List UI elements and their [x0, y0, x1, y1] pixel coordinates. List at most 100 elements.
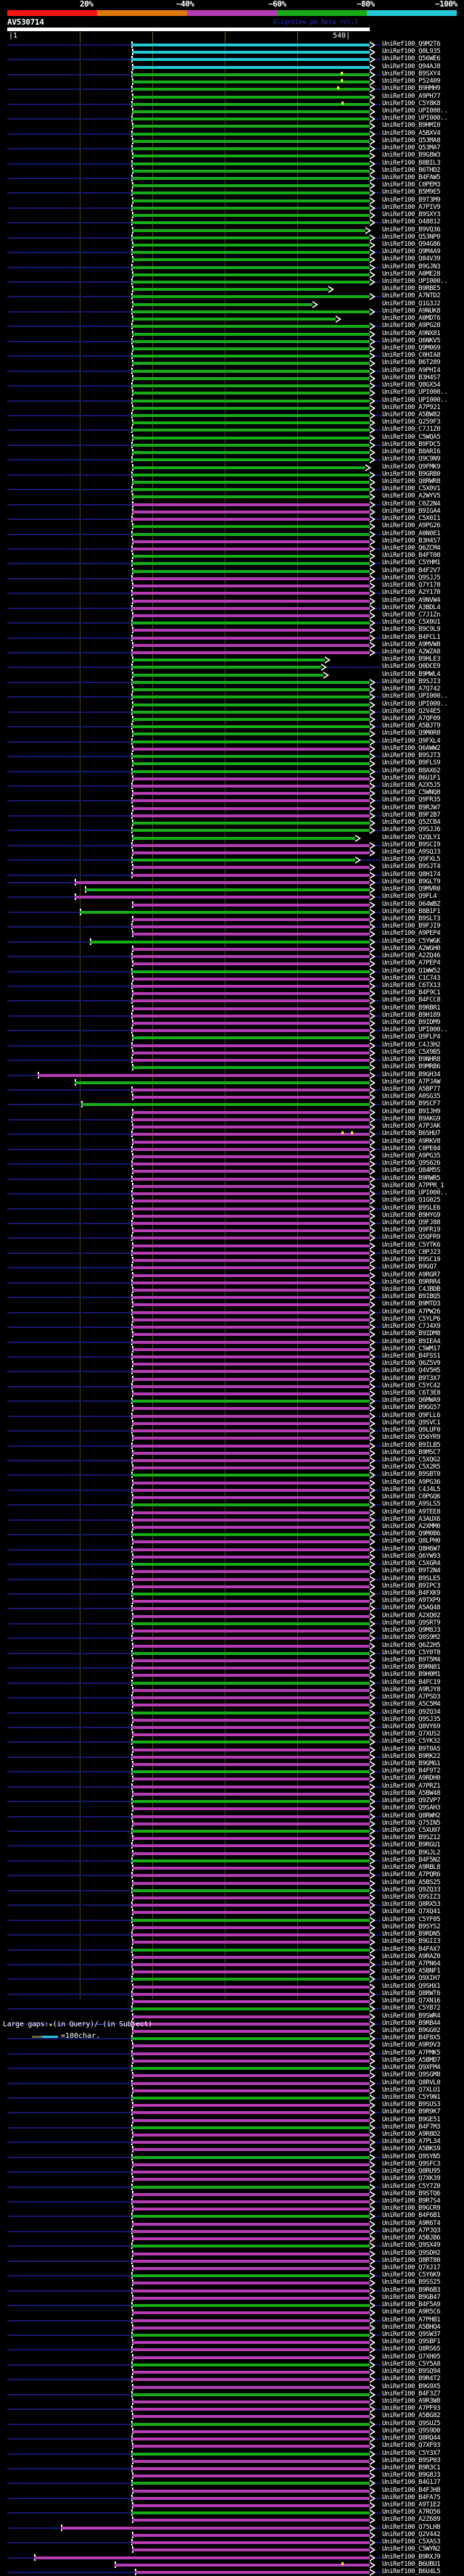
hsp-bar[interactable]: [131, 1918, 370, 1922]
hit-row[interactable]: UniRef100_Q6YW93: [0, 1553, 464, 1561]
hit-label[interactable]: UniRef100_B9MTD3: [382, 1300, 441, 1308]
hit-label[interactable]: UniRef100_C5YTK6: [382, 1241, 441, 1249]
hsp-bar[interactable]: [132, 1347, 370, 1351]
hit-row[interactable]: UniRef100_B9RDN5: [0, 1931, 464, 1939]
hsp-bar[interactable]: [132, 2134, 370, 2137]
hit-row[interactable]: UniRef100_B9RBR1: [0, 1004, 464, 1012]
hit-label[interactable]: UniRef100_B9RN81: [382, 1664, 441, 1672]
hsp-bar[interactable]: [132, 1837, 370, 1841]
hit-row[interactable]: UniRef100_Q4V5H5: [0, 1367, 464, 1376]
hit-label[interactable]: UniRef100_A3AUX6: [382, 1515, 441, 1523]
hit-row[interactable]: UniRef100_B4F5N2: [0, 1857, 464, 1865]
hit-row[interactable]: UniRef100_A5BNF1: [0, 1968, 464, 1976]
hsp-bar[interactable]: [132, 1985, 370, 1989]
hit-row[interactable]: UniRef100_Q9MVR0: [0, 886, 464, 894]
hsp-bar[interactable]: [131, 2333, 370, 2337]
hit-row[interactable]: UniRef100_A9PG26: [0, 522, 464, 531]
hit-row[interactable]: UniRef100_C5WNQ8: [0, 789, 464, 798]
hsp-bar[interactable]: [131, 1429, 370, 1433]
hit-label[interactable]: UniRef100_B4FT00: [382, 552, 441, 560]
hit-label[interactable]: UniRef100_B9GH34: [382, 1070, 441, 1078]
hit-label[interactable]: UniRef100_Q8H6W7: [382, 1545, 441, 1553]
hsp-bar[interactable]: [132, 1925, 370, 1929]
hit-label[interactable]: UniRef100_A9TEE8: [382, 1508, 441, 1516]
hit-label[interactable]: UniRef100_B6U1F1: [382, 774, 441, 782]
hsp-bar[interactable]: [132, 199, 370, 202]
hsp-bar[interactable]: [132, 599, 370, 603]
hit-label[interactable]: UniRef100_B9SLE6: [382, 1204, 441, 1212]
hit-row[interactable]: UniRef100_B9HLE3: [0, 656, 464, 664]
hit-label[interactable]: UniRef100_B9ILB5: [382, 1441, 441, 1449]
hit-row[interactable]: UniRef100_A5C5M4: [0, 1701, 464, 1709]
hsp-bar[interactable]: [131, 1830, 370, 1833]
hit-label[interactable]: UniRef100_B6U4L5: [382, 2568, 441, 2576]
hsp-bar[interactable]: [132, 917, 370, 921]
hsp-bar[interactable]: [132, 503, 370, 506]
hit-row[interactable]: UniRef100_Q7XUS2: [0, 1730, 464, 1739]
hit-row[interactable]: UniRef100_A2WZA8: [0, 648, 464, 657]
hit-label[interactable]: UniRef100_Q9FJ88: [382, 1218, 441, 1226]
hsp-bar[interactable]: [131, 984, 370, 988]
hit-row[interactable]: UniRef100_B9VQ36: [0, 226, 464, 234]
hsp-bar[interactable]: [131, 2496, 370, 2500]
hsp-bar[interactable]: [132, 1733, 370, 1737]
hit-label[interactable]: UniRef100_Q9SHX1: [382, 1982, 441, 1990]
hit-row[interactable]: UniRef100_A5AQ48: [0, 1604, 464, 1613]
hsp-bar[interactable]: [131, 2215, 370, 2218]
hit-row[interactable]: UniRef100_Q1G3J2: [0, 300, 464, 308]
hsp-bar[interactable]: [132, 1437, 370, 1440]
hit-label[interactable]: UniRef100_Q7Y178: [382, 582, 441, 590]
hit-label[interactable]: UniRef100_Q2V4E5: [382, 707, 441, 715]
hit-row[interactable]: UniRef100_A7PJAW: [0, 1078, 464, 1086]
hsp-bar[interactable]: [132, 2326, 370, 2329]
hit-label[interactable]: UniRef100_C5WQA5: [382, 433, 441, 441]
hit-row[interactable]: UniRef100_Q8H6W7: [0, 1545, 464, 1553]
hit-row[interactable]: UniRef100_C0PEM3: [0, 181, 464, 190]
hit-row[interactable]: UniRef100_Q8L935: [0, 48, 464, 57]
hsp-bar[interactable]: [132, 1022, 370, 1025]
hit-row[interactable]: UniRef100_B9RRR4: [0, 1279, 464, 1287]
hit-row[interactable]: UniRef100_A5BS25: [0, 1879, 464, 1887]
hit-row[interactable]: UniRef100_A5BW82: [0, 411, 464, 419]
hit-row[interactable]: UniRef100_B9AKG9: [0, 1115, 464, 1123]
hit-label[interactable]: UniRef100_A2WGH0: [382, 944, 441, 952]
hit-label[interactable]: UniRef100_C5YF05: [382, 1915, 441, 1923]
hit-label[interactable]: UniRef100_O64WBZ: [382, 900, 441, 908]
hit-row[interactable]: UniRef100_Q9SAH3: [0, 1804, 464, 1813]
hit-label[interactable]: UniRef100_C7J1Z0: [382, 426, 441, 434]
hsp-bar[interactable]: [132, 2474, 370, 2478]
hsp-bar[interactable]: [131, 814, 370, 817]
hsp-bar[interactable]: [131, 1370, 370, 1374]
hsp-bar[interactable]: [131, 325, 370, 329]
hit-row[interactable]: UniRef100_C4J3H2: [0, 1041, 464, 1049]
hit-row[interactable]: UniRef100_B9SCI9: [0, 841, 464, 849]
hsp-bar[interactable]: [132, 1778, 370, 1781]
hit-label[interactable]: UniRef100_C5YK32: [382, 1738, 441, 1746]
hit-row[interactable]: UniRef100_B9IDM9: [0, 1019, 464, 1028]
hit-row[interactable]: UniRef100_B9GH34: [0, 1070, 464, 1079]
hsp-bar[interactable]: [131, 1459, 370, 1463]
hsp-bar[interactable]: [131, 2378, 370, 2382]
hsp-bar[interactable]: [131, 369, 370, 373]
hit-row[interactable]: UniRef100_A9NVW4: [0, 597, 464, 605]
hit-label[interactable]: UniRef100_Q8RX53: [382, 1901, 441, 1909]
hsp-bar[interactable]: [132, 421, 370, 425]
hsp-bar[interactable]: [132, 318, 336, 321]
hit-label[interactable]: UniRef100_A7PN64: [382, 1960, 441, 1968]
hit-label[interactable]: UniRef100_B9SJT4: [382, 863, 441, 871]
hit-label[interactable]: UniRef100_B9IBQ5: [382, 1293, 441, 1301]
hit-row[interactable]: UniRef100_Q9SJ35: [0, 1716, 464, 1724]
hit-label[interactable]: UniRef100_C5WM17: [382, 1345, 441, 1353]
hsp-bar[interactable]: [132, 2208, 370, 2211]
hsp-bar[interactable]: [131, 1874, 370, 1878]
hit-label[interactable]: UniRef100_Q9M4A9: [382, 248, 441, 256]
hit-row[interactable]: UniRef100_A9TXP9: [0, 1597, 464, 1606]
hsp-bar[interactable]: [131, 1355, 370, 1358]
hit-label[interactable]: UniRef100_B9GJN3: [382, 263, 441, 271]
hit-label[interactable]: UniRef100_UPI000..: [382, 115, 448, 123]
hit-row[interactable]: UniRef100_B9IBQ5: [0, 1293, 464, 1302]
hit-label[interactable]: UniRef100_B9SWR4: [382, 2012, 441, 2020]
hit-row[interactable]: UniRef100_A7PN64: [0, 1960, 464, 1968]
hsp-bar[interactable]: [132, 1377, 370, 1381]
hit-label[interactable]: UniRef100_A9RDH0: [382, 1775, 441, 1783]
